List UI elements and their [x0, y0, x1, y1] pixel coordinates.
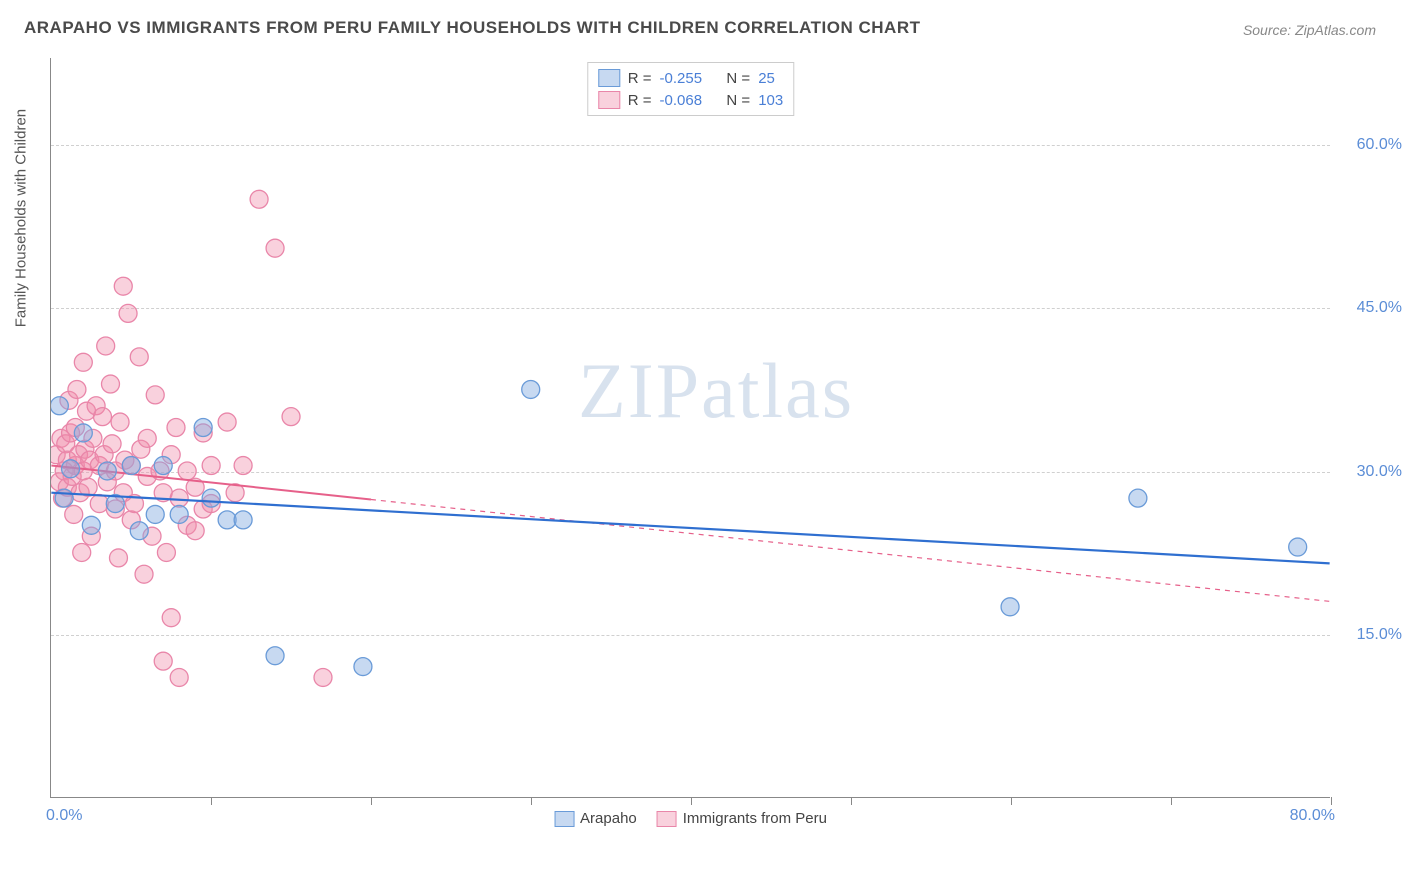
x-tick — [851, 797, 852, 805]
x-tick — [1011, 797, 1012, 805]
scatter-point-peru — [74, 353, 92, 371]
scatter-point-peru — [114, 277, 132, 295]
scatter-point-peru — [97, 337, 115, 355]
legend-label-peru: Immigrants from Peru — [683, 810, 827, 827]
legend-row-peru: R = -0.068 N = 103 — [598, 89, 783, 111]
series-legend: Arapaho Immigrants from Peru — [554, 810, 827, 827]
y-tick-label: 15.0% — [1357, 626, 1402, 644]
scatter-point-arapaho — [1001, 598, 1019, 616]
legend-row-arapaho: R = -0.255 N = 25 — [598, 67, 783, 89]
scatter-point-peru — [186, 522, 204, 540]
scatter-point-peru — [234, 457, 252, 475]
scatter-point-peru — [101, 375, 119, 393]
x-tick — [211, 797, 212, 805]
scatter-point-peru — [167, 419, 185, 437]
chart-svg-layer — [51, 58, 1330, 797]
scatter-point-peru — [130, 348, 148, 366]
scatter-point-arapaho — [82, 516, 100, 534]
scatter-point-peru — [119, 304, 137, 322]
scatter-point-peru — [103, 435, 121, 453]
scatter-point-peru — [170, 489, 188, 507]
n-value-peru: 103 — [758, 92, 783, 109]
scatter-point-peru — [111, 413, 129, 431]
scatter-point-arapaho — [62, 460, 80, 478]
scatter-point-peru — [202, 457, 220, 475]
scatter-point-peru — [266, 239, 284, 257]
scatter-point-arapaho — [122, 457, 140, 475]
scatter-point-peru — [154, 652, 172, 670]
r-value-peru: -0.068 — [660, 92, 703, 109]
x-tick — [1331, 797, 1332, 805]
scatter-point-arapaho — [154, 457, 172, 475]
scatter-point-peru — [68, 380, 86, 398]
y-tick-label: 60.0% — [1357, 136, 1402, 154]
scatter-point-arapaho — [522, 380, 540, 398]
x-tick — [531, 797, 532, 805]
scatter-point-peru — [157, 543, 175, 561]
n-label: N = — [726, 92, 750, 109]
swatch-peru — [598, 91, 620, 109]
y-tick-label: 30.0% — [1357, 463, 1402, 481]
trendline-dash-peru — [371, 499, 1330, 601]
x-axis-min-label: 0.0% — [46, 807, 82, 825]
scatter-point-peru — [314, 668, 332, 686]
chart-title: ARAPAHO VS IMMIGRANTS FROM PERU FAMILY H… — [24, 18, 921, 38]
scatter-point-peru — [135, 565, 153, 583]
swatch-arapaho-icon — [554, 811, 574, 827]
scatter-point-arapaho — [74, 424, 92, 442]
source-attribution: Source: ZipAtlas.com — [1243, 22, 1376, 38]
scatter-point-peru — [94, 408, 112, 426]
scatter-point-arapaho — [130, 522, 148, 540]
y-axis-title: Family Households with Children — [13, 108, 30, 326]
n-value-arapaho: 25 — [758, 70, 775, 87]
scatter-point-peru — [138, 429, 156, 447]
scatter-point-arapaho — [234, 511, 252, 529]
swatch-peru-icon — [657, 811, 677, 827]
scatter-point-peru — [73, 543, 91, 561]
scatter-point-arapaho — [170, 505, 188, 523]
scatter-point-peru — [282, 408, 300, 426]
scatter-point-peru — [90, 495, 108, 513]
scatter-point-peru — [218, 413, 236, 431]
scatter-point-arapaho — [218, 511, 236, 529]
scatter-point-peru — [170, 668, 188, 686]
legend-item-arapaho: Arapaho — [554, 810, 637, 827]
scatter-point-arapaho — [354, 658, 372, 676]
x-tick — [371, 797, 372, 805]
r-label: R = — [628, 92, 652, 109]
scatter-plot-area: Family Households with Children ZIPatlas… — [50, 58, 1330, 798]
scatter-point-arapaho — [194, 419, 212, 437]
scatter-point-arapaho — [146, 505, 164, 523]
x-tick — [691, 797, 692, 805]
correlation-legend: R = -0.255 N = 25 R = -0.068 N = 103 — [587, 62, 794, 116]
scatter-point-arapaho — [266, 647, 284, 665]
scatter-point-arapaho — [1129, 489, 1147, 507]
scatter-point-peru — [65, 505, 83, 523]
scatter-point-arapaho — [98, 462, 116, 480]
legend-label-arapaho: Arapaho — [580, 810, 637, 827]
scatter-point-peru — [146, 386, 164, 404]
scatter-point-arapaho — [202, 489, 220, 507]
scatter-point-arapaho — [51, 397, 68, 415]
scatter-point-arapaho — [1289, 538, 1307, 556]
scatter-point-arapaho — [55, 489, 73, 507]
scatter-point-peru — [250, 190, 268, 208]
y-tick-label: 45.0% — [1357, 299, 1402, 317]
swatch-arapaho — [598, 69, 620, 87]
n-label: N = — [726, 70, 750, 87]
legend-item-peru: Immigrants from Peru — [657, 810, 827, 827]
x-axis-max-label: 80.0% — [1290, 807, 1335, 825]
r-value-arapaho: -0.255 — [660, 70, 703, 87]
scatter-point-peru — [162, 609, 180, 627]
scatter-point-peru — [109, 549, 127, 567]
r-label: R = — [628, 70, 652, 87]
x-tick — [1171, 797, 1172, 805]
scatter-point-peru — [178, 462, 196, 480]
